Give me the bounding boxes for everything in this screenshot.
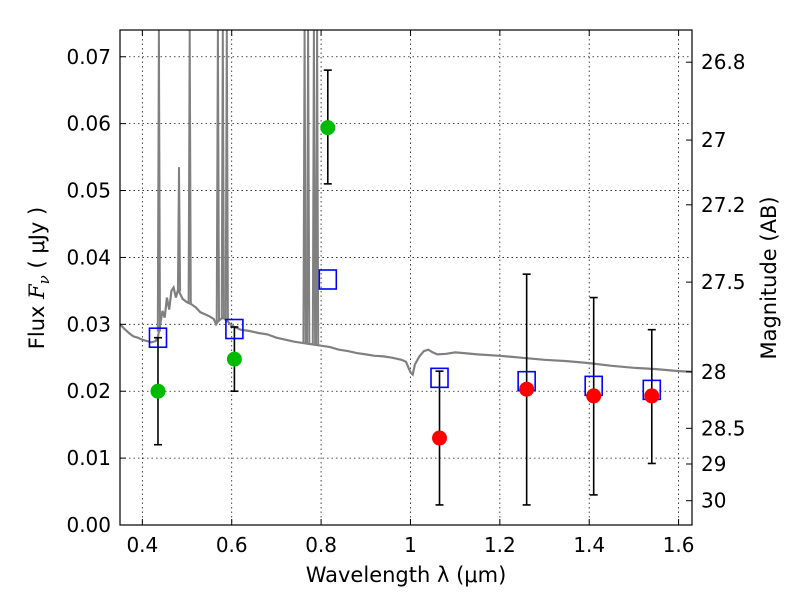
emission-line <box>311 29 317 345</box>
y2-tick-label: 30 <box>701 489 726 513</box>
plot-series <box>119 29 693 506</box>
x-tick-label: 1.6 <box>663 533 695 557</box>
upper-limit-point <box>519 381 535 397</box>
emission-line <box>156 29 161 332</box>
y-axis-label-suffix: ( μJy ) <box>25 207 49 275</box>
x-tick-label: 0.6 <box>216 533 248 557</box>
y-tick-label: 0.02 <box>66 379 111 403</box>
emission-line <box>220 29 225 318</box>
emission-line <box>224 29 229 321</box>
y2-tick-label: 27.2 <box>701 193 746 217</box>
y2-axis-label: Magnitude (AB) <box>757 196 781 359</box>
y2-tick-label: 27 <box>701 128 726 152</box>
detection-point <box>320 120 336 136</box>
y-tick-label: 0.05 <box>66 179 111 203</box>
x-tick-label: 0.8 <box>305 533 337 557</box>
emission-line <box>315 29 320 346</box>
y2-tick-label: 28 <box>701 360 726 384</box>
plot-frame <box>119 29 693 526</box>
template-spectrum-line <box>119 284 693 377</box>
y-tick-label: 0.06 <box>66 112 111 136</box>
emission-line <box>306 29 311 344</box>
model-flux-marker <box>148 327 168 349</box>
y2-tick-label: 28.5 <box>701 416 746 440</box>
y-axis-label: Flux Fν ( μJy ) <box>25 207 53 349</box>
y2-tick-label: 27.5 <box>701 270 746 294</box>
y2-tick-label: 26.8 <box>701 50 746 74</box>
x-tick-label: 1.2 <box>484 533 516 557</box>
x-tick-label: 1 <box>404 533 417 557</box>
upper-limit-point <box>644 388 660 404</box>
x-tick-label: 1.4 <box>573 533 605 557</box>
y-axis-label-symbol: F <box>25 283 49 300</box>
y2-tick-label: 29 <box>701 452 726 476</box>
grid-lines <box>120 30 692 526</box>
y-tick-label: 0.01 <box>66 446 111 470</box>
y-axis-label-prefix: Flux <box>25 299 49 349</box>
model-flux-marker <box>430 367 449 389</box>
upper-limit-point <box>586 388 602 404</box>
emission-line <box>187 29 192 304</box>
y-tick-label: 0.00 <box>66 513 111 537</box>
x-tick-label: 0.4 <box>126 533 158 557</box>
detection-point <box>150 383 166 399</box>
emission-line <box>215 29 220 322</box>
x-axis-label: Wavelength λ (μm) <box>306 563 507 587</box>
model-flux-marker <box>225 318 244 340</box>
detection-point <box>226 351 242 367</box>
y-tick-label: 0.03 <box>66 312 111 336</box>
model-flux-marker <box>318 269 338 290</box>
y-tick-label: 0.07 <box>66 45 111 69</box>
y-tick-label: 0.04 <box>66 245 111 269</box>
emission-line <box>176 167 182 292</box>
axis-ticks: 0.4 0.6 0.8 1 1.2 1.4 1.6 0.00 0.01 0.02 0.03 0.04 0… <box>66 30 746 557</box>
y-axis-label-subscript: ν <box>35 275 53 284</box>
emission-line <box>302 29 307 344</box>
upper-limit-point <box>432 430 448 446</box>
